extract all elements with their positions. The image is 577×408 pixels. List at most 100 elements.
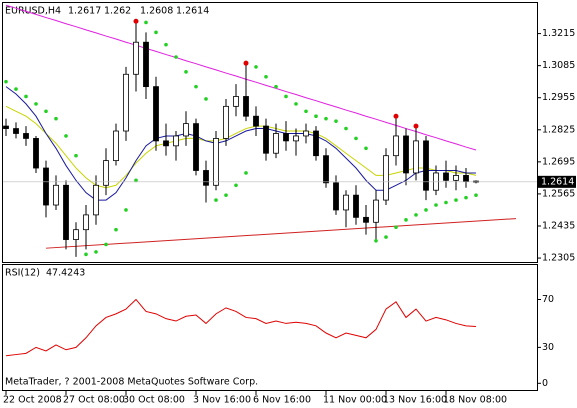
sar-dot: [154, 30, 158, 35]
ohlc-open: 1.2617: [68, 6, 101, 17]
sar-dot: [164, 42, 168, 47]
candle-body: [343, 194, 349, 211]
candle-body: [53, 184, 59, 206]
x-tick-label: 3 Nov 16:00: [193, 395, 251, 406]
candle-body: [43, 167, 49, 206]
sar-dot: [44, 109, 48, 114]
y-tick-label: 1.2825: [542, 124, 575, 135]
sar-dot: [204, 97, 208, 101]
candle-body: [393, 135, 399, 157]
sar-dot: [194, 84, 198, 89]
candle-body: [313, 130, 319, 157]
sar-dot: [104, 242, 108, 247]
candle-body: [233, 96, 239, 107]
sar-dot: [374, 238, 378, 243]
sar-dot: [454, 198, 458, 202]
sar-dot: [4, 79, 8, 84]
x-tick-label: 30 Oct 08:00: [123, 395, 185, 406]
sar-dot: [424, 208, 428, 212]
candle-body: [353, 194, 359, 218]
sar-dot: [294, 102, 298, 106]
candle-body: [3, 125, 9, 129]
y-tick-label: 1.2435: [542, 220, 575, 231]
sar-dot: [54, 116, 58, 121]
sar-dot: [274, 84, 278, 89]
candle-body: [323, 155, 329, 184]
candle-body: [403, 135, 409, 174]
sar-dot: [234, 183, 238, 188]
sar-dot: [34, 102, 38, 106]
candle-body: [173, 135, 179, 147]
sar-dot: [14, 87, 18, 91]
x-tick-label: 27 Oct 08:00: [63, 395, 125, 406]
candle-body: [73, 229, 79, 240]
candle-body: [223, 105, 229, 139]
sar-dot: [314, 114, 318, 119]
price-box: [538, 175, 576, 188]
y-tick-label: 1.2695: [542, 156, 575, 167]
sar-dot: [94, 250, 98, 254]
candle-body: [63, 184, 69, 240]
sar-dot: [354, 136, 358, 141]
candle-body: [23, 133, 29, 139]
candle-body: [253, 115, 259, 127]
sar-dot: [244, 171, 248, 175]
ohlc-close: 1.2614: [176, 6, 209, 17]
price-panel: [2, 2, 538, 263]
candle-body: [153, 86, 159, 142]
candle-body: [283, 133, 289, 142]
sar-dot: [284, 94, 288, 99]
sar-dot: [264, 74, 268, 79]
candle-body: [273, 133, 279, 154]
y-tick-label: 1.3215: [542, 28, 575, 39]
rsi-title: RSI(12): [5, 268, 40, 279]
y-tick-label: 1.2565: [542, 188, 575, 199]
candle-body: [453, 175, 459, 181]
candle-body: [363, 216, 369, 223]
sar-dot: [84, 252, 88, 257]
sar-dot: [394, 225, 398, 230]
moving-average: [5, 105, 477, 189]
sar-dot: [184, 70, 188, 74]
ohlc-high: 1.262: [104, 6, 131, 17]
candle-body: [443, 172, 449, 181]
candle-body: [113, 130, 119, 162]
fractal-marker: [133, 18, 139, 24]
candle-body: [33, 138, 39, 169]
x-tick-label: 22 Oct 2008: [3, 395, 62, 406]
rsi-panel: [2, 264, 538, 391]
symbol-label: EURUSD,H4: [5, 6, 61, 17]
copyright: MetaTrader, ? 2001-2008 MetaQuotes Softw…: [5, 377, 258, 388]
candle-body: [293, 135, 299, 142]
candle-body: [203, 170, 209, 186]
sar-dot: [254, 65, 258, 69]
sar-dot: [134, 178, 138, 183]
candle-body: [133, 41, 139, 75]
candle-body: [333, 182, 339, 211]
sar-dot: [114, 227, 118, 232]
candle-body: [213, 138, 219, 186]
sar-dot: [64, 134, 68, 138]
fractal-marker: [413, 123, 419, 129]
y-tick-label: 1.3085: [542, 60, 575, 71]
x-tick-label: 18 Nov 08:00: [443, 395, 507, 406]
y-tick-label: 1.2305: [542, 253, 575, 264]
candle-body: [13, 128, 19, 134]
candle-body: [143, 41, 149, 88]
sar-dot: [464, 195, 468, 200]
rsi-tick-label: 70: [542, 294, 554, 305]
moving-average: [5, 86, 476, 201]
sar-dot: [404, 218, 408, 222]
sar-dot: [384, 235, 388, 239]
x-tick-label: 13 Nov 16:00: [383, 395, 447, 406]
sar-dot: [364, 146, 368, 151]
sar-dot: [444, 200, 448, 205]
candle-body: [163, 140, 169, 147]
rsi-line: [5, 298, 477, 357]
sar-dot: [144, 20, 148, 25]
candle-body: [383, 155, 389, 201]
candle-body: [423, 140, 429, 191]
candle-body: [303, 130, 309, 137]
candle-body: [183, 123, 189, 137]
sar-dot: [174, 55, 178, 59]
